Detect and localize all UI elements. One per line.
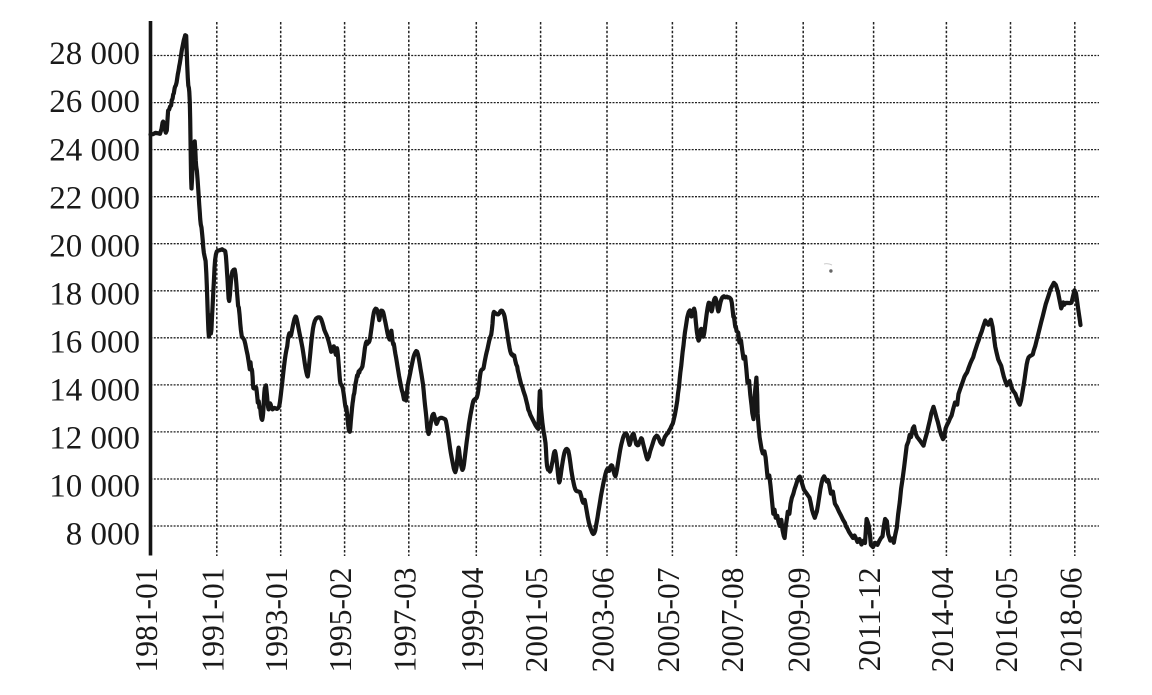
svg-text:10 000: 10 000 bbox=[49, 469, 140, 505]
svg-text:24 000: 24 000 bbox=[49, 132, 140, 168]
svg-text:14 000: 14 000 bbox=[49, 373, 140, 409]
svg-text:20 000: 20 000 bbox=[49, 228, 140, 264]
svg-text:1993-01: 1993-01 bbox=[259, 568, 294, 673]
svg-text:2003-06: 2003-06 bbox=[586, 568, 621, 673]
svg-text:2005-07: 2005-07 bbox=[651, 568, 686, 673]
svg-text:8 000: 8 000 bbox=[66, 517, 140, 553]
svg-text:28 000: 28 000 bbox=[49, 36, 140, 72]
svg-text:2018-06: 2018-06 bbox=[1053, 568, 1088, 673]
svg-text:1991-01: 1991-01 bbox=[195, 568, 230, 673]
svg-text:2011-12: 2011-12 bbox=[852, 568, 887, 672]
svg-text:26 000: 26 000 bbox=[49, 84, 140, 120]
svg-text:2009-09: 2009-09 bbox=[782, 568, 817, 673]
svg-text:1995-02: 1995-02 bbox=[323, 568, 358, 673]
svg-text:1981-01: 1981-01 bbox=[129, 568, 164, 673]
svg-text:1999-04: 1999-04 bbox=[455, 567, 490, 672]
svg-text:22 000: 22 000 bbox=[49, 180, 140, 216]
svg-text:18 000: 18 000 bbox=[49, 276, 140, 312]
svg-text:2001-05: 2001-05 bbox=[519, 568, 554, 673]
svg-text:12 000: 12 000 bbox=[49, 421, 140, 457]
svg-text:16 000: 16 000 bbox=[49, 324, 140, 360]
svg-text:1997-03: 1997-03 bbox=[387, 568, 422, 673]
svg-text:2007-08: 2007-08 bbox=[715, 568, 750, 673]
svg-text:2014-04: 2014-04 bbox=[925, 567, 960, 672]
svg-text:2016-05: 2016-05 bbox=[989, 568, 1024, 673]
